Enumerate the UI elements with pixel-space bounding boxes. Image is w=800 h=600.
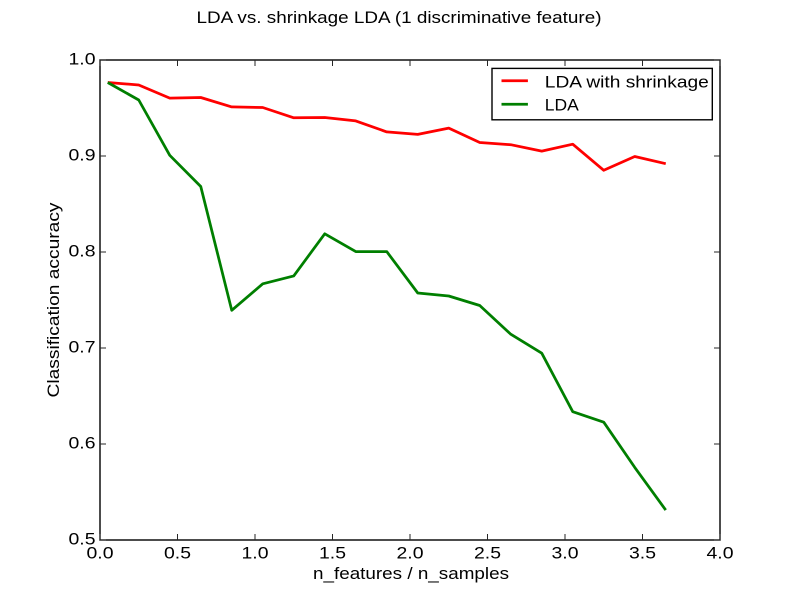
svg-text:0.6: 0.6 — [69, 433, 96, 452]
svg-text:2.5: 2.5 — [474, 543, 501, 562]
svg-text:3.0: 3.0 — [552, 543, 579, 562]
svg-text:1.5: 1.5 — [319, 543, 346, 562]
svg-text:LDA vs. shrinkage LDA (1 discr: LDA vs. shrinkage LDA (1 discriminative … — [197, 8, 602, 27]
svg-text:1.0: 1.0 — [242, 543, 269, 562]
svg-text:LDA with shrinkage: LDA with shrinkage — [545, 73, 709, 92]
svg-text:0.7: 0.7 — [69, 337, 96, 356]
svg-text:0.5: 0.5 — [69, 529, 96, 548]
svg-text:4.0: 4.0 — [707, 543, 734, 562]
svg-text:3.5: 3.5 — [629, 543, 656, 562]
svg-text:LDA: LDA — [545, 96, 580, 115]
svg-text:0.9: 0.9 — [69, 145, 96, 164]
svg-text:2.0: 2.0 — [397, 543, 424, 562]
svg-text:0.5: 0.5 — [164, 543, 191, 562]
svg-text:1.0: 1.0 — [69, 49, 96, 68]
svg-text:n_features / n_samples: n_features / n_samples — [313, 564, 509, 583]
svg-text:0.8: 0.8 — [69, 241, 96, 260]
svg-text:Classification accuracy: Classification accuracy — [44, 202, 63, 398]
svg-text:0.0: 0.0 — [87, 543, 114, 562]
